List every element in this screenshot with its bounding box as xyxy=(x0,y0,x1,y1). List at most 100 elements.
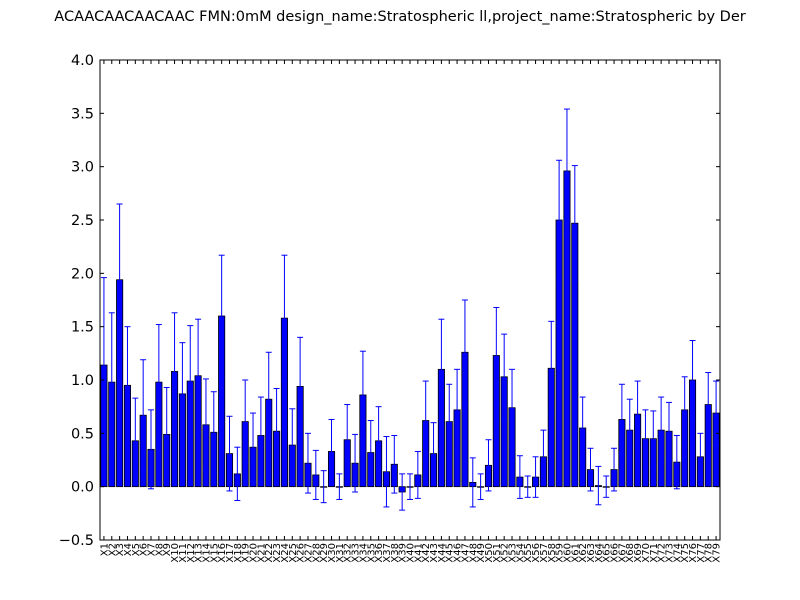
x-tick-label: X13 xyxy=(194,543,205,563)
x-tick-label: X4 xyxy=(123,543,134,556)
error-bar-x35 xyxy=(367,420,374,486)
x-tick-label: X28 xyxy=(311,543,322,563)
x-tick-label: X67 xyxy=(617,543,628,563)
y-tick-label: 2.0 xyxy=(71,266,94,282)
x-tick-label: X51 xyxy=(492,543,503,563)
x-tick-label: X12 xyxy=(186,543,197,563)
error-bar-x43 xyxy=(430,422,437,486)
x-tick-label: X11 xyxy=(178,543,189,563)
x-tick-label: X69 xyxy=(633,543,644,563)
error-bar-x52 xyxy=(501,333,508,420)
x-tick-label: X55 xyxy=(523,543,534,563)
bars-layer xyxy=(100,170,720,493)
error-bar-x71 xyxy=(650,410,657,467)
x-tick-label: X8 xyxy=(154,543,165,556)
error-bar-x30 xyxy=(328,418,335,484)
x-tick-label: X70 xyxy=(641,543,652,563)
x-tick-label: X74 xyxy=(672,543,683,563)
error-bar-x37 xyxy=(383,436,390,508)
error-bar-x56 xyxy=(532,456,539,498)
x-tick-label: X53 xyxy=(508,543,519,563)
error-bar-x7 xyxy=(148,409,155,490)
error-bar-x70 xyxy=(642,409,649,468)
y-tick-label: 4.0 xyxy=(71,53,94,69)
x-tick-label: X2 xyxy=(107,543,118,556)
x-tick-label: X10 xyxy=(170,543,181,563)
error-bar-x11 xyxy=(179,342,186,446)
x-tick-label: X54 xyxy=(515,543,526,563)
x-tick-label: X7 xyxy=(147,543,158,556)
x-tick-label: X41 xyxy=(413,543,424,563)
error-bar-x17 xyxy=(226,415,233,492)
x-tick-label: X39 xyxy=(398,543,409,563)
x-tick-label: X42 xyxy=(421,543,432,563)
error-bar-x42 xyxy=(422,380,429,461)
x-tick-label: X47 xyxy=(460,543,471,563)
x-tick-label: X15 xyxy=(209,543,220,563)
error-bar-x33 xyxy=(352,433,359,493)
error-bar-x21 xyxy=(257,396,264,475)
error-bar-x44 xyxy=(438,318,445,420)
error-bar-x19 xyxy=(242,379,249,464)
error-bar-x57 xyxy=(540,429,547,484)
error-bar-x58 xyxy=(548,320,555,416)
error-bar-x1 xyxy=(100,277,107,454)
error-bar-x26 xyxy=(297,336,304,436)
error-bar-x54 xyxy=(516,455,523,499)
x-tick-label: X77 xyxy=(696,543,707,563)
x-tick-label: X44 xyxy=(437,543,448,563)
error-bar-x68 xyxy=(626,398,633,462)
x-tick-label: X60 xyxy=(562,543,573,563)
x-tick-label: X71 xyxy=(649,543,660,563)
x-tick-label: X36 xyxy=(374,543,385,563)
error-bar-x5 xyxy=(132,397,139,484)
error-bar-x64 xyxy=(595,465,602,506)
y-axis: −0.5 0.0 0.5 1.0 1.5 2.0 2.5 3.0 3.5 4.0 xyxy=(59,53,720,549)
error-bar-x73 xyxy=(665,401,672,461)
error-bar-x74 xyxy=(673,434,680,490)
error-bar-x22 xyxy=(265,351,272,447)
x-tick-label: X78 xyxy=(704,543,715,563)
x-tick-label: X72 xyxy=(657,543,668,563)
error-bar-x3 xyxy=(116,203,123,356)
error-bar-x55 xyxy=(524,475,531,498)
error-bar-x75 xyxy=(681,376,688,444)
error-bar-x4 xyxy=(124,326,131,445)
x-tick-label: X26 xyxy=(296,543,307,563)
error-bar-x53 xyxy=(509,368,516,447)
x-tick-label: X31 xyxy=(335,543,346,563)
error-bar-x16 xyxy=(218,254,225,378)
error-bar-x51 xyxy=(493,306,500,404)
error-bar-x39 xyxy=(399,473,406,511)
x-tick-label: X40 xyxy=(406,543,417,563)
x-tick-label: X27 xyxy=(303,543,314,563)
x-axis: X1X2X3X4X5X6X7X8X9X10X11X12X13X14X15X16X… xyxy=(99,60,723,563)
x-tick-label: X73 xyxy=(664,543,675,563)
y-tick-label: 1.5 xyxy=(71,320,94,336)
y-tick-label: 3.5 xyxy=(71,106,94,122)
error-bar-x67 xyxy=(618,383,625,456)
x-tick-label: X17 xyxy=(225,543,236,563)
x-tick-label: X20 xyxy=(249,543,260,563)
error-bar-x40 xyxy=(407,473,413,500)
error-bar-x79 xyxy=(713,380,720,446)
error-bars-layer xyxy=(100,108,720,511)
error-bar-x25 xyxy=(289,408,296,482)
x-tick-label: X76 xyxy=(688,543,699,563)
x-tick-label: X63 xyxy=(586,543,597,563)
x-tick-label: X22 xyxy=(264,543,275,563)
x-tick-label: X21 xyxy=(256,543,267,563)
x-tick-label: X34 xyxy=(358,543,369,563)
error-bar-x18 xyxy=(234,446,241,502)
y-tick-label: 2.5 xyxy=(71,213,94,229)
x-tick-label: X61 xyxy=(570,543,581,563)
y-tick-label: 0.0 xyxy=(71,480,94,496)
x-tick-label: X35 xyxy=(366,543,377,563)
error-bar-x78 xyxy=(705,372,712,438)
x-tick-label: X66 xyxy=(610,543,621,563)
x-tick-label: X57 xyxy=(539,543,550,563)
x-tick-label: X43 xyxy=(429,543,440,563)
x-tick-label: X52 xyxy=(500,543,511,563)
x-tick-label: X14 xyxy=(201,543,212,563)
